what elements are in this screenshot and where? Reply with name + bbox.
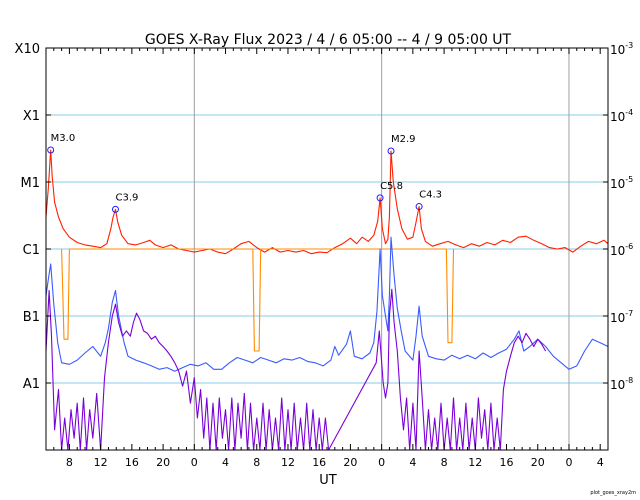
x-tick-label: 8 <box>253 456 260 469</box>
y-tick-label: C1 <box>23 243 40 258</box>
flare-markers: M3.0 C3.9 C5.8 M2.9 C4.3 <box>47 133 442 213</box>
flare-label: C5.8 <box>380 181 403 192</box>
series-line-long-secondary <box>61 248 455 352</box>
x-tick-label: 4 <box>222 456 229 469</box>
flare-marker <box>415 203 423 211</box>
flare-marker <box>376 194 384 202</box>
x-tick-label: 12 <box>281 456 295 469</box>
right-tick-label: 10-5 <box>610 175 633 191</box>
y-tick-label: M1 <box>21 176 41 191</box>
x-tick-label: 16 <box>125 456 139 469</box>
x-tick-label: 0 <box>565 456 572 469</box>
series-line-short-primary <box>45 236 609 372</box>
x-tick-label: 8 <box>441 456 448 469</box>
flare-marker <box>111 205 119 213</box>
x-tick-label: 16 <box>500 456 514 469</box>
series-line-long-primary <box>45 149 609 255</box>
right-tick-label: 10-4 <box>610 108 633 124</box>
data-series <box>45 149 609 451</box>
series-line-short-secondary <box>45 288 547 451</box>
x-tick-label: 8 <box>66 456 73 469</box>
axes: X10 X1 M1 C1 B1 A1 10-3 10-4 10-5 10-6 10-7 10-8 8 12… <box>15 41 634 469</box>
x-tick-label: 0 <box>378 456 385 469</box>
x-tick-label: 4 <box>409 456 416 469</box>
x-tick-label: 12 <box>94 456 108 469</box>
y-tick-label: A1 <box>23 377 40 392</box>
x-tick-label: 20 <box>156 456 170 469</box>
x-tick-label: 20 <box>531 456 545 469</box>
right-tick-label: 10-8 <box>610 376 633 392</box>
right-tick-label: 10-7 <box>610 309 633 325</box>
y-tick-label: X10 <box>15 42 40 57</box>
chart-title: GOES X-Ray Flux 2023 / 4 / 6 05:00 -- 4 … <box>145 32 512 48</box>
flare-label: C3.9 <box>115 192 138 203</box>
x-axis-label: UT <box>319 473 337 488</box>
flare-marker <box>387 147 395 155</box>
x-tick-label: 12 <box>468 456 482 469</box>
flare-label: M2.9 <box>391 134 416 145</box>
flare-marker <box>47 146 55 154</box>
flare-label: C4.3 <box>419 190 442 201</box>
y-tick-label: B1 <box>23 310 40 325</box>
x-tick-label: 4 <box>597 456 604 469</box>
x-tick-label: 20 <box>343 456 357 469</box>
x-tick-label: 16 <box>312 456 326 469</box>
credit-label: plot_goes_xray2m <box>590 490 636 496</box>
y-tick-label: X1 <box>23 109 40 124</box>
right-tick-label: 10-3 <box>610 41 633 57</box>
right-tick-label: 10-6 <box>610 242 633 258</box>
flare-label: M3.0 <box>51 133 76 144</box>
x-tick-label: 0 <box>191 456 198 469</box>
